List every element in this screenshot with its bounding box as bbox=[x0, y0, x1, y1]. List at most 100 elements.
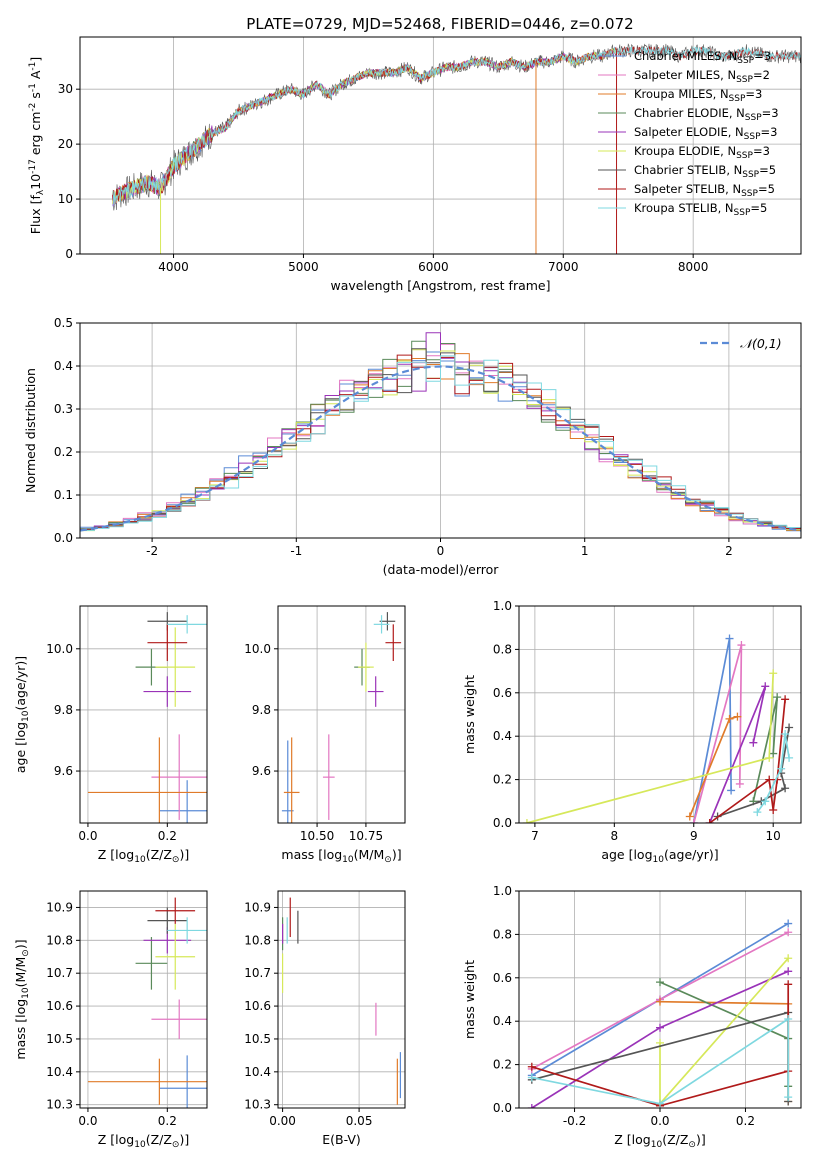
spectrum-line-kroupa_elodie bbox=[112, 47, 617, 205]
x-tick-label: 4000 bbox=[158, 260, 189, 274]
plot-area bbox=[281, 612, 402, 823]
errorbar-chabrier_elodie bbox=[135, 937, 168, 990]
y-tick-label: 10.9 bbox=[244, 900, 271, 914]
y-tick-label: 10.5 bbox=[46, 1032, 73, 1046]
y-axis-label: age [log10​(age/yr)] bbox=[13, 656, 31, 773]
legend-label: Kroupa ELODIE, NSSP​=3 bbox=[634, 144, 770, 161]
errorbar-salpeter_miles bbox=[322, 734, 335, 820]
errorbar-kroupa_elodie bbox=[155, 627, 196, 707]
spectrum-line-chabrier_elodie bbox=[112, 47, 617, 203]
grid bbox=[80, 891, 207, 1108]
plot-area bbox=[87, 612, 207, 823]
plot-area bbox=[112, 43, 801, 254]
x-axis-label: mass [log10​(M/M⊙​)] bbox=[281, 847, 401, 865]
y-tick-label: 0.3 bbox=[54, 402, 73, 416]
x-tick-label: 0.05 bbox=[346, 1114, 373, 1128]
y-tick-label: 30 bbox=[58, 82, 73, 96]
y-tick-label: 10.8 bbox=[244, 933, 271, 947]
y-tick-label: 0.0 bbox=[493, 816, 512, 830]
weight-marker-chabrier_miles bbox=[784, 919, 793, 928]
x-tick-label: -2 bbox=[146, 544, 158, 558]
y-tick-label: 0.0 bbox=[54, 531, 73, 545]
y-tick-label: 0.0 bbox=[493, 1101, 512, 1115]
weight-marker-salpeter_stelib bbox=[769, 805, 778, 814]
y-tick-label: 0.1 bbox=[54, 488, 73, 502]
panel-4: 7 8 9 10 0.0 0.2 0.4 0.6 0.8 1.0 age [log10​(age/y… bbox=[462, 599, 802, 865]
weight-marker-kroupa_miles bbox=[656, 997, 664, 1006]
y-tick-label: 0.2 bbox=[493, 1058, 512, 1072]
spectrum-line-chabrier_miles bbox=[112, 46, 616, 207]
errorbar-kroupa_miles bbox=[87, 737, 207, 823]
axes-frame bbox=[518, 890, 802, 1109]
weight-line-salpeter_stelib bbox=[709, 699, 786, 823]
y-tick-label: 1.0 bbox=[493, 884, 512, 898]
y-tick-label: 10.7 bbox=[244, 966, 271, 980]
errorbar-salpeter_stelib bbox=[147, 624, 188, 662]
y-tick-label: 10.4 bbox=[244, 1065, 271, 1079]
spectrum-line-kroupa_stelib bbox=[112, 46, 801, 206]
x-tick-label: 0.0 bbox=[78, 829, 97, 843]
weight-marker-salpeter_miles bbox=[784, 928, 793, 937]
legend-label: Salpeter ELODIE, NSSP​=3 bbox=[634, 125, 777, 142]
weight-marker-salpeter_stelib bbox=[527, 1062, 536, 1071]
histogram-kroupa_stelib bbox=[80, 355, 801, 533]
x-tick-label: 0.0 bbox=[650, 1114, 669, 1128]
x-axis-label: (data-model)/error bbox=[383, 562, 500, 577]
x-tick-label: 0.00 bbox=[269, 1114, 296, 1128]
y-tick-label: 10.9 bbox=[46, 900, 73, 914]
y-tick-label: 10.6 bbox=[244, 999, 271, 1013]
weight-marker-salpeter_elodie bbox=[784, 967, 793, 976]
x-tick-label: 10.75 bbox=[349, 829, 383, 843]
x-axis-label: wavelength [Angstrom, rest frame] bbox=[330, 278, 550, 293]
x-tick-label: -0.2 bbox=[563, 1114, 586, 1128]
x-axis-label: Z [log10​(Z/Z⊙​)] bbox=[98, 847, 189, 865]
weight-marker-kroupa_elodie bbox=[769, 669, 778, 678]
errorbar-chabrier_stelib bbox=[147, 907, 188, 934]
x-tick-label: 8000 bbox=[678, 260, 709, 274]
x-tick-label: -1 bbox=[290, 544, 302, 558]
weight-marker-kroupa_elodie bbox=[784, 954, 793, 963]
x-tick-label: 0.2 bbox=[158, 829, 177, 843]
weight-marker-chabrier_elodie bbox=[773, 693, 782, 702]
y-tick-label: 1.0 bbox=[493, 599, 512, 613]
legend-label: Chabrier STELIB, NSSP​=5 bbox=[634, 163, 776, 180]
x-tick-label: 0.2 bbox=[158, 1114, 177, 1128]
y-tick-label: 0.4 bbox=[54, 359, 73, 373]
errorbar-chabrier_miles bbox=[159, 780, 207, 823]
y-tick-label: 10.6 bbox=[46, 999, 73, 1013]
y-tick-label: 10.5 bbox=[244, 1032, 271, 1046]
y-tick-label: 10.3 bbox=[244, 1098, 271, 1112]
y-tick-label: 0.2 bbox=[493, 773, 512, 787]
weight-marker-chabrier_miles bbox=[727, 786, 736, 795]
errorbar-kroupa_miles bbox=[283, 737, 300, 823]
y-tick-label: 9.6 bbox=[54, 764, 73, 778]
y-tick-label: 0.2 bbox=[54, 445, 73, 459]
x-tick-label: 1 bbox=[581, 544, 589, 558]
weight-marker-salpeter_miles bbox=[737, 641, 746, 650]
y-axis-label: Flux [fλ​10-17​ erg cm-2​ s-1​ A-1​] bbox=[28, 57, 46, 235]
weight-marker-kroupa_stelib bbox=[761, 797, 770, 806]
axes-frame bbox=[79, 36, 802, 255]
axes-frame bbox=[79, 322, 802, 539]
errorbar-salpeter_elodie bbox=[143, 676, 192, 707]
axes-frame bbox=[79, 890, 208, 1109]
grid bbox=[80, 606, 207, 823]
errorbar-salpeter_stelib bbox=[155, 897, 196, 924]
y-tick-label: 9.6 bbox=[252, 764, 271, 778]
y-tick-label: 10.4 bbox=[46, 1065, 73, 1079]
y-axis-label: mass [log10​(M/M⊙​)] bbox=[13, 939, 31, 1059]
axes-frame bbox=[79, 605, 208, 824]
weight-marker-chabrier_stelib bbox=[781, 784, 790, 793]
weight-marker-kroupa_elodie bbox=[765, 753, 774, 762]
errorbar-chabrier_miles bbox=[159, 1055, 207, 1108]
spectrum-line-salpeter_stelib bbox=[112, 45, 801, 204]
weight-marker-chabrier_elodie bbox=[656, 978, 664, 987]
x-axis-label: Z [log10​(Z/Z⊙​)] bbox=[98, 1132, 189, 1150]
weight-line-kroupa_elodie bbox=[526, 673, 775, 823]
legend-label: Kroupa MILES, NSSP​=3 bbox=[634, 87, 762, 104]
weight-marker-kroupa_stelib bbox=[753, 808, 762, 817]
axes-frame bbox=[277, 605, 406, 824]
x-axis-label: Z [log10​(Z/Z⊙​)] bbox=[614, 1132, 705, 1150]
y-axis-label: Normed distribution bbox=[23, 368, 38, 493]
